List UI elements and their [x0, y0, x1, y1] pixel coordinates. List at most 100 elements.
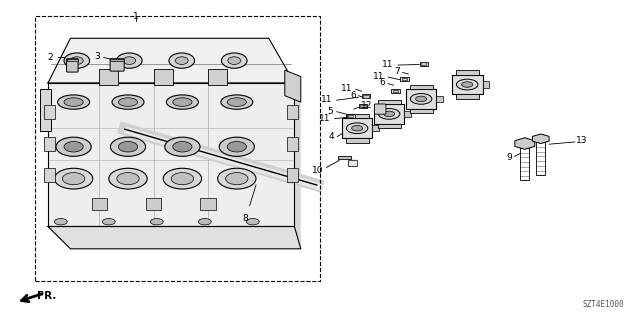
Text: FR.: FR.: [37, 291, 56, 301]
Ellipse shape: [221, 53, 247, 68]
Text: 13: 13: [576, 137, 588, 145]
Circle shape: [415, 96, 427, 102]
Ellipse shape: [173, 142, 192, 152]
Circle shape: [378, 108, 400, 119]
Polygon shape: [48, 38, 294, 83]
Circle shape: [351, 125, 363, 131]
Bar: [110, 59, 124, 61]
FancyBboxPatch shape: [110, 59, 124, 71]
Ellipse shape: [70, 57, 83, 64]
Bar: [92, 198, 107, 210]
Bar: [360, 105, 365, 107]
Circle shape: [410, 93, 432, 104]
Ellipse shape: [175, 57, 188, 64]
Bar: [420, 62, 428, 66]
Ellipse shape: [116, 173, 140, 185]
Ellipse shape: [169, 53, 195, 68]
Text: 2: 2: [47, 53, 53, 62]
Ellipse shape: [163, 168, 202, 189]
Bar: [393, 90, 398, 92]
Circle shape: [102, 219, 115, 225]
Text: 11: 11: [372, 72, 384, 81]
Ellipse shape: [218, 168, 256, 189]
Bar: [520, 148, 529, 180]
Bar: [410, 109, 433, 113]
Ellipse shape: [228, 57, 241, 64]
Bar: [456, 70, 479, 75]
Bar: [372, 125, 379, 131]
Ellipse shape: [226, 173, 248, 185]
Text: 6: 6: [380, 78, 385, 87]
Text: 8: 8: [243, 214, 248, 223]
Bar: [208, 69, 227, 85]
Text: 11: 11: [382, 60, 394, 69]
Text: 6: 6: [350, 91, 356, 100]
Text: 5: 5: [327, 107, 333, 115]
Bar: [342, 118, 372, 138]
Circle shape: [383, 111, 395, 117]
Ellipse shape: [54, 168, 93, 189]
Text: 11: 11: [340, 84, 352, 93]
Bar: [392, 89, 399, 93]
Bar: [99, 69, 118, 85]
Polygon shape: [48, 226, 301, 249]
Ellipse shape: [111, 137, 146, 156]
Ellipse shape: [112, 95, 144, 109]
Bar: [347, 114, 355, 118]
Bar: [359, 104, 367, 108]
Circle shape: [54, 219, 67, 225]
Bar: [436, 96, 443, 102]
Bar: [287, 105, 298, 119]
Ellipse shape: [123, 57, 136, 64]
Ellipse shape: [227, 142, 246, 152]
Circle shape: [198, 219, 211, 225]
Circle shape: [461, 82, 473, 87]
Ellipse shape: [64, 53, 90, 68]
Ellipse shape: [56, 137, 92, 156]
Bar: [67, 59, 78, 61]
Bar: [35, 16, 320, 281]
Ellipse shape: [219, 137, 255, 156]
Bar: [421, 63, 426, 65]
Bar: [154, 69, 173, 85]
Text: 11: 11: [321, 95, 333, 104]
Polygon shape: [285, 70, 301, 102]
Text: 12: 12: [361, 101, 372, 110]
Ellipse shape: [58, 95, 90, 109]
Bar: [338, 156, 351, 159]
Circle shape: [150, 219, 163, 225]
Ellipse shape: [109, 168, 147, 189]
Bar: [287, 168, 298, 182]
Text: 10: 10: [312, 166, 323, 175]
Bar: [374, 104, 404, 124]
Ellipse shape: [118, 142, 138, 152]
Bar: [410, 85, 433, 89]
Text: 11: 11: [319, 114, 331, 123]
FancyBboxPatch shape: [67, 59, 78, 72]
Bar: [287, 137, 298, 151]
Bar: [378, 124, 401, 128]
Bar: [346, 138, 369, 143]
Text: 3: 3: [95, 52, 100, 61]
Bar: [402, 78, 407, 80]
Text: 9: 9: [506, 153, 512, 162]
Bar: [44, 168, 55, 182]
Text: 7: 7: [394, 67, 400, 76]
Bar: [362, 94, 370, 98]
Ellipse shape: [118, 98, 138, 107]
Bar: [536, 142, 545, 175]
Ellipse shape: [173, 98, 192, 107]
Bar: [44, 105, 55, 119]
Bar: [404, 111, 411, 117]
Ellipse shape: [63, 173, 85, 185]
Ellipse shape: [172, 173, 194, 185]
Circle shape: [456, 79, 478, 90]
Bar: [456, 94, 479, 99]
Bar: [44, 137, 55, 151]
Bar: [401, 77, 409, 81]
Ellipse shape: [221, 95, 253, 109]
Bar: [348, 160, 357, 166]
Bar: [452, 75, 483, 94]
Text: 1: 1: [134, 12, 139, 21]
Text: 4: 4: [328, 132, 334, 141]
